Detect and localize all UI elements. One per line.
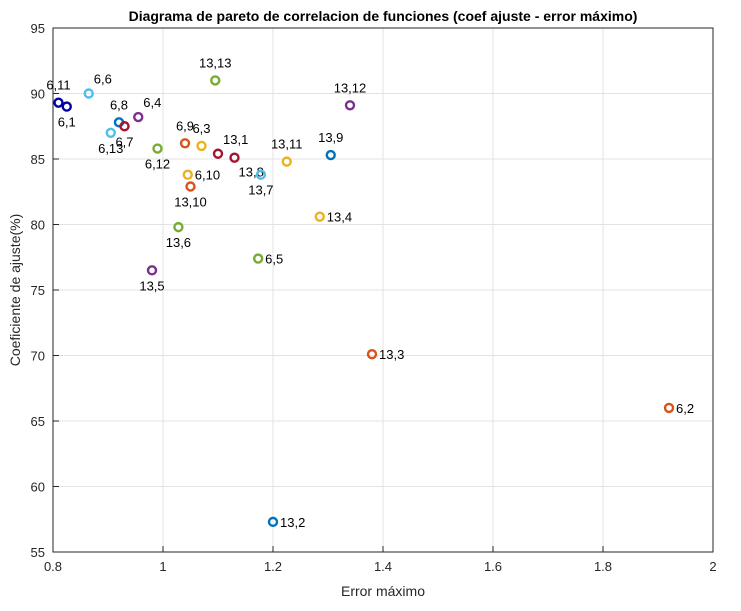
x-tick-label: 1.6: [484, 559, 502, 574]
point-label: 6,13: [98, 141, 123, 156]
y-axis-ticks: 55 60 65 70 75 80 85 90 95: [31, 21, 59, 560]
point-label: 13,5: [139, 278, 164, 293]
data-points: 6,11 6,1 6,6 6,13 6,8 6,7 6,4 6,12 13,13 6,96,3 13…: [46, 55, 694, 529]
scatter-point: [119, 121, 130, 132]
point-label: 13,10: [174, 195, 207, 210]
scatter-point: [61, 101, 72, 112]
x-tick-label: 0.8: [44, 559, 62, 574]
y-tick-label: 80: [31, 218, 45, 233]
scatter-point: [325, 149, 336, 161]
scatter-point: [281, 156, 292, 167]
scatter-point: [146, 265, 158, 276]
x-tick-label: 1.2: [264, 559, 282, 574]
chart-title: Diagrama de pareto de correlacion de fun…: [129, 8, 638, 24]
point-label: 13,11: [271, 137, 303, 152]
x-tick-label: 2: [709, 559, 716, 574]
y-axis-label: Coeficiente de ajuste(%): [7, 214, 23, 367]
scatter-point: [83, 88, 94, 99]
point-label: 6,4: [143, 95, 161, 110]
point-label: 6,7: [115, 134, 133, 149]
scatter-point: [105, 127, 116, 139]
scatter-point: [173, 221, 184, 233]
point-label: 13,1: [223, 132, 248, 147]
point-label: 13,7: [248, 183, 273, 198]
scatter-point: [133, 111, 144, 123]
scatter-point: [182, 169, 193, 180]
point-label: 13,3: [379, 347, 404, 362]
y-tick-label: 95: [31, 21, 45, 36]
x-axis-label: Error máximo: [341, 583, 425, 599]
scatter-point: [314, 211, 325, 222]
scatter-point: [255, 169, 267, 180]
scatter-point: [229, 152, 240, 163]
x-tick-label: 1.4: [374, 559, 392, 574]
scatter-point: [53, 97, 64, 108]
point-label: 6,8: [110, 97, 128, 112]
point-label: 6,5: [265, 252, 283, 267]
x-tick-label: 1.8: [594, 559, 612, 574]
scatter-point: [252, 253, 264, 264]
scatter-point: [344, 100, 356, 111]
scatter-point: [210, 75, 221, 86]
y-tick-label: 70: [31, 349, 45, 364]
point-label: 6,11: [46, 78, 70, 93]
y-tick-label: 75: [31, 283, 45, 298]
y-tick-label: 65: [31, 414, 45, 429]
x-tick-label: 1: [159, 559, 166, 574]
point-label: 13,2: [280, 515, 305, 530]
scatter-point: [196, 140, 207, 152]
scatter-point: [663, 402, 675, 414]
scatter-point: [152, 143, 163, 154]
scatter-point: [366, 348, 378, 360]
point-label: 6,1: [58, 115, 76, 130]
point-label: 6,12: [145, 157, 170, 172]
point-label: 13,12: [334, 80, 367, 95]
grid: [53, 28, 713, 552]
scatter-point: [185, 181, 196, 192]
point-label: 6,10: [195, 168, 220, 183]
point-label: 6,3: [192, 121, 210, 136]
scatter-point: [179, 138, 191, 149]
point-label: 6,2: [676, 401, 694, 416]
point-label: 13,9: [318, 130, 343, 145]
y-tick-label: 85: [31, 152, 45, 167]
point-label: 13,4: [327, 210, 352, 225]
point-label: 13,13: [199, 55, 232, 70]
point-label: 13,6: [166, 235, 191, 250]
point-label: 6,9: [176, 118, 194, 133]
y-tick-label: 55: [31, 545, 45, 560]
y-tick-label: 60: [31, 480, 45, 495]
scatter-point: [212, 148, 224, 159]
y-tick-label: 90: [31, 87, 45, 102]
point-label: 6,6: [94, 72, 112, 87]
x-axis-ticks: 0.8 1 1.2 1.4 1.6 1.8 2: [44, 546, 717, 574]
scatter-point: [267, 516, 279, 528]
